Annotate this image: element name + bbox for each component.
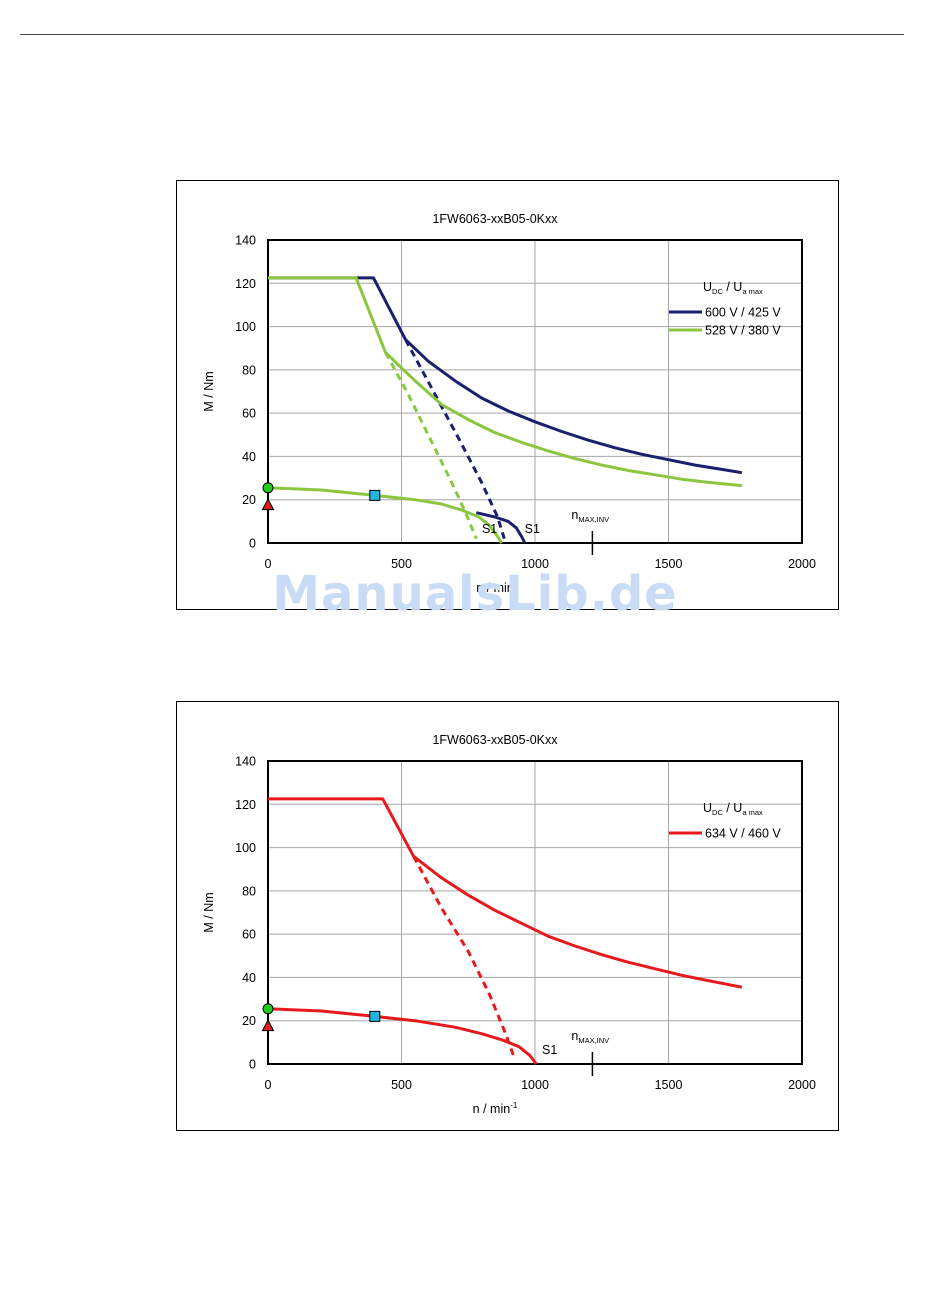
chart-1-x-tick-label-4: 2000 [788,557,816,571]
chart-1-series-1-line [404,338,506,540]
chart-2: 1FW6063-xxB05-0Kxx 0 500 1000 1500 2000 0 20 40 6… [176,701,839,1131]
chart-1-annotation-s1-1: S1 [525,522,540,536]
chart-2-annotation-s1-0: S1 [542,1043,557,1057]
chart-2-x-tick-label-3: 1500 [655,1078,683,1092]
chart-1-y-tick-label-6: 120 [235,277,256,291]
chart-1-marker-triangle [261,498,275,511]
chart-1-plot-frame [267,239,803,544]
chart-2-x-tick-label-1: 500 [391,1078,412,1092]
chart-1-legend-label-1: 528 V / 380 V [705,324,781,338]
chart-2-y-tick-label-5: 100 [235,841,256,855]
chart-1-marker-circle [262,482,274,494]
chart-2-y-tick-label-2: 40 [242,971,256,985]
chart-2-title: 1FW6063-xxB05-0Kxx [432,733,558,747]
chart-1-x-tick-label-3: 1500 [655,557,683,571]
top-rule [20,34,904,35]
chart-1-marker-square [369,489,381,501]
chart-1-legend-label-0: 600 V / 425 V [705,306,781,320]
chart-2-x-tick-label-0: 0 [265,1078,272,1092]
chart-1-svg: 1FW6063-xxB05-0Kxx 0 500 1000 1500 2000 0 20 40 6… [202,212,816,595]
chart-2-y-axis-label: M / Nm [202,892,216,932]
chart-1-y-tick-label-2: 40 [242,450,256,464]
chart-2-y-tick-label-1: 20 [242,1014,256,1028]
chart-1: 1FW6063-xxB05-0Kxx 0 500 1000 1500 2000 0 20 40 6… [176,180,839,610]
chart-1-annotation-s1-0: S1 [482,522,497,536]
chart-1-y-axis-label: M / Nm [202,371,216,411]
chart-2-svg: 1FW6063-xxB05-0Kxx 0 500 1000 1500 2000 0 20 40 6… [202,733,816,1116]
chart-2-y-tick-label-4: 80 [242,884,256,898]
chart-2-legend-title: UDC / Ua max [703,801,763,817]
chart-1-y-tick-label-4: 80 [242,363,256,377]
chart-1-series-5-line [267,486,503,544]
chart-2-series-1-line [412,855,517,1061]
chart-1-series-3-line [268,276,743,488]
chart-1-y-tick-label-0: 0 [249,537,256,551]
chart-2-marker-circle [262,1003,274,1015]
chart-2-marker-square [369,1010,381,1022]
chart-2-legend-label-0: 634 V / 460 V [705,827,781,841]
chart-1-y-tick-label-5: 100 [235,320,256,334]
chart-2-marker-triangle [261,1019,275,1032]
chart-1-x-tick-label-0: 0 [265,557,272,571]
chart-2-series-2-line [267,1007,538,1065]
chart-1-series-2-line [475,511,527,544]
chart-2-x-axis-label: n / min-1 [473,1101,518,1116]
chart-1-y-tick-label-1: 20 [242,493,256,507]
chart-1-x-tick-label-2: 1000 [521,557,549,571]
chart-2-series-0-line [268,797,743,989]
chart-1-y-tick-label-3: 60 [242,407,256,421]
chart-2-y-tick-label-0: 0 [249,1058,256,1072]
chart-2-y-tick-label-6: 120 [235,798,256,812]
chart-1-x-axis-label: n / min [476,581,514,595]
chart-1-nmax-label: nMAX,INV [571,508,609,524]
chart-1-series-0-line [268,276,743,475]
chart-2-y-tick-label-3: 60 [242,928,256,942]
chart-1-x-tick-label-1: 500 [391,557,412,571]
chart-2-nmax-label: nMAX,INV [571,1029,609,1045]
chart-2-y-tick-label-7: 140 [235,755,256,769]
chart-2-x-tick-label-2: 1000 [521,1078,549,1092]
chart-1-y-tick-label-7: 140 [235,234,256,248]
chart-1-legend-title: UDC / Ua max [703,280,763,296]
chart-2-x-tick-label-4: 2000 [788,1078,816,1092]
chart-1-title: 1FW6063-xxB05-0Kxx [432,212,558,226]
chart-1-series-4-line [384,351,478,540]
